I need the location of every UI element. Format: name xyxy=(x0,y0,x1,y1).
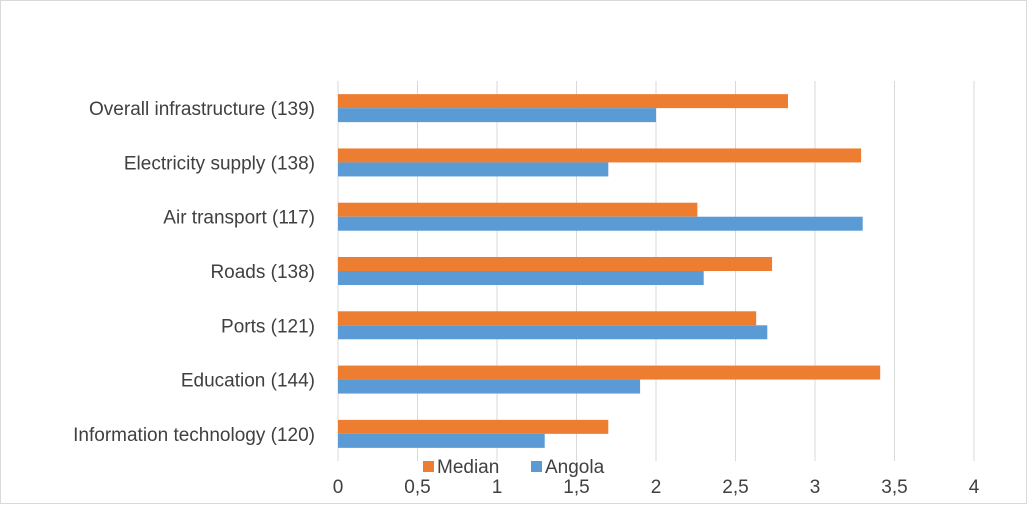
category-label-4: Ports (121) xyxy=(221,316,315,337)
legend-label-median: Median xyxy=(437,457,499,478)
bar-angola-2 xyxy=(338,216,863,231)
legend-swatch-angola xyxy=(531,461,542,472)
x-tick-label-4: 2 xyxy=(651,477,662,498)
bar-median-2 xyxy=(338,202,698,217)
category-label-6: Information technology (120) xyxy=(73,425,315,446)
bar-median-3 xyxy=(338,257,773,271)
bar-angola-1 xyxy=(338,162,609,177)
category-label-5: Education (144) xyxy=(181,371,315,392)
x-axis-tick-labels: 0 0,5 1 1,5 2 2,5 3 3,5 4 xyxy=(333,477,980,498)
x-tick-label-7: 3,5 xyxy=(881,477,907,498)
bar-angola-6 xyxy=(338,433,545,448)
legend-label-angola: Angola xyxy=(545,457,605,478)
category-label-2: Air transport (117) xyxy=(163,208,315,229)
x-tick-label-5: 2,5 xyxy=(722,477,748,498)
x-tick-label-0: 0 xyxy=(333,477,344,498)
category-label-3: Roads (138) xyxy=(210,262,315,283)
legend: Median Angola xyxy=(423,457,605,478)
bar-angola-3 xyxy=(338,271,704,285)
x-tick-label-3: 1,5 xyxy=(563,477,589,498)
bar-angola-5 xyxy=(338,379,641,394)
x-tick-label-2: 1 xyxy=(492,477,503,498)
bar-angola-0 xyxy=(338,108,656,123)
bar-median-6 xyxy=(338,419,609,434)
x-tick-label-6: 3 xyxy=(810,477,821,498)
bars xyxy=(338,94,881,448)
category-label-0: Overall infrastructure (139) xyxy=(89,99,315,120)
bar-median-0 xyxy=(338,94,788,109)
bar-median-5 xyxy=(338,365,881,380)
legend-swatch-median xyxy=(423,461,434,472)
x-tick-label-1: 0,5 xyxy=(404,477,430,498)
x-tick-label-8: 4 xyxy=(969,477,980,498)
bar-angola-4 xyxy=(338,325,768,340)
bar-median-4 xyxy=(338,311,757,326)
category-label-1: Electricity supply (138) xyxy=(124,153,315,174)
category-labels: Overall infrastructure (139) Electricity … xyxy=(73,99,315,446)
bar-median-1 xyxy=(338,148,862,163)
